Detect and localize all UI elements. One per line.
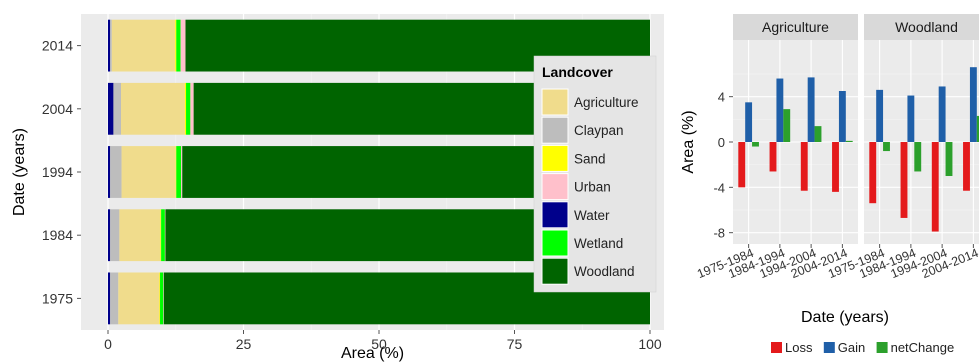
y-tick-label: 1984	[42, 227, 73, 243]
facet-legend-label: netChange	[891, 340, 955, 355]
legend-swatch	[541, 173, 569, 201]
x-tick-label: 100	[638, 336, 662, 352]
stacked-bar-segment	[110, 209, 120, 262]
stacked-bar-segment	[160, 272, 164, 325]
facet-legend-label: Loss	[785, 340, 813, 355]
x-tick-label: 75	[507, 336, 523, 352]
facet-y-tick-label: 4	[718, 90, 725, 105]
facet-bar	[752, 142, 759, 147]
facet-strip	[733, 14, 858, 40]
stacked-bar-segment	[186, 82, 191, 135]
stacked-bar-segment	[111, 19, 176, 72]
stacked-bar-segment	[108, 209, 111, 262]
stacked-bar-segment	[110, 19, 112, 72]
facet-y-tick-label: -8	[713, 226, 725, 241]
legend-swatch	[541, 116, 569, 144]
x-tick-label: 0	[104, 336, 112, 352]
facet-bar	[745, 102, 753, 142]
y-axis-label: Date (years)	[11, 128, 28, 216]
facet-bar	[832, 142, 839, 192]
facet-bar	[969, 67, 977, 142]
stacked-bar-segment	[181, 146, 183, 198]
stacked-bar-segment	[118, 272, 160, 325]
y-tick-label: 1975	[42, 290, 73, 306]
stacked-bar-segment	[190, 82, 194, 135]
facet-bar	[783, 109, 791, 142]
stacked-bar-segment	[121, 82, 185, 135]
facet-bar	[914, 142, 922, 172]
stacked-bar-segment	[110, 146, 122, 198]
legend-label: Woodland	[574, 264, 635, 279]
legend-label: Claypan	[574, 123, 624, 138]
stacked-bar-segment	[119, 209, 161, 262]
facet-y-tick-label: -4	[713, 180, 725, 195]
x-tick-label: 50	[371, 336, 387, 352]
stacked-bar-segment	[160, 209, 162, 262]
facet-bar	[814, 126, 822, 142]
legend-swatch	[541, 88, 569, 116]
stacked-bar-segment	[159, 272, 161, 325]
y-tick-label: 1994	[42, 164, 73, 180]
facet-legend-swatch	[771, 342, 782, 353]
facet-bar	[845, 140, 853, 142]
facet-y-tick-label: 0	[718, 135, 725, 150]
facet-bar	[769, 142, 777, 172]
legend-label: Wetland	[574, 236, 623, 251]
facet-bar	[800, 142, 808, 191]
stacked-bar-segment	[164, 209, 166, 262]
facet-legend-swatch	[823, 342, 835, 353]
stacked-bar-segment	[184, 82, 187, 135]
stacked-bar-segment	[108, 19, 111, 72]
y-tick-label: 2014	[42, 38, 73, 54]
facet-legend-label: Gain	[838, 340, 865, 355]
facet-bar	[869, 142, 877, 204]
legend-label: Sand	[574, 151, 606, 166]
facet-bar	[931, 142, 939, 232]
stacked-bar-segment	[175, 19, 177, 72]
legend-title: Landcover	[542, 64, 613, 80]
facet-bar	[907, 95, 915, 142]
legend-label: Urban	[574, 180, 611, 195]
facet-x-axis-label: Date (years)	[801, 309, 889, 326]
stacked-bar-segment	[108, 82, 114, 135]
stacked-bar-segment	[121, 146, 176, 198]
stacked-bar-segment	[180, 19, 186, 72]
facet-bar	[883, 142, 890, 152]
facet-bar	[938, 86, 946, 142]
x-tick-label: 25	[236, 336, 252, 352]
y-tick-label: 2004	[42, 101, 73, 117]
legend-swatch	[541, 257, 569, 285]
facet-bar	[807, 77, 815, 142]
facet-bar	[976, 115, 979, 142]
facet-bar	[838, 91, 846, 142]
stacked-bar-segment	[110, 272, 119, 325]
facet-strip-label: Woodland	[895, 19, 958, 35]
legend-label: Agriculture	[574, 95, 639, 110]
stacked-bar-segment	[176, 19, 181, 72]
facet-bar	[738, 142, 746, 188]
stacked-bar-segment	[108, 146, 111, 198]
facet-legend-swatch	[876, 342, 888, 353]
facet-bar	[876, 89, 884, 142]
facet-bar	[776, 78, 784, 142]
legend-swatch	[541, 201, 569, 229]
stacked-bar-segment	[163, 272, 164, 325]
legend-swatch	[541, 229, 569, 257]
stacked-bar-segment	[161, 209, 165, 262]
facet-bar	[900, 142, 908, 218]
stacked-bar-segment	[108, 272, 111, 325]
stacked-bar-segment	[176, 146, 182, 198]
facet-y-axis-label: Area (%)	[680, 110, 697, 173]
x-axis-label: Area (%)	[341, 345, 404, 362]
legend-swatch	[541, 144, 569, 172]
facet-bar	[963, 142, 970, 191]
stacked-bar-segment	[175, 146, 177, 198]
legend-label: Water	[574, 208, 610, 223]
facet-strip-label: Agriculture	[762, 19, 829, 35]
stacked-bar-segment	[113, 82, 122, 135]
facet-bar	[945, 142, 953, 176]
facet-strip	[864, 14, 979, 40]
